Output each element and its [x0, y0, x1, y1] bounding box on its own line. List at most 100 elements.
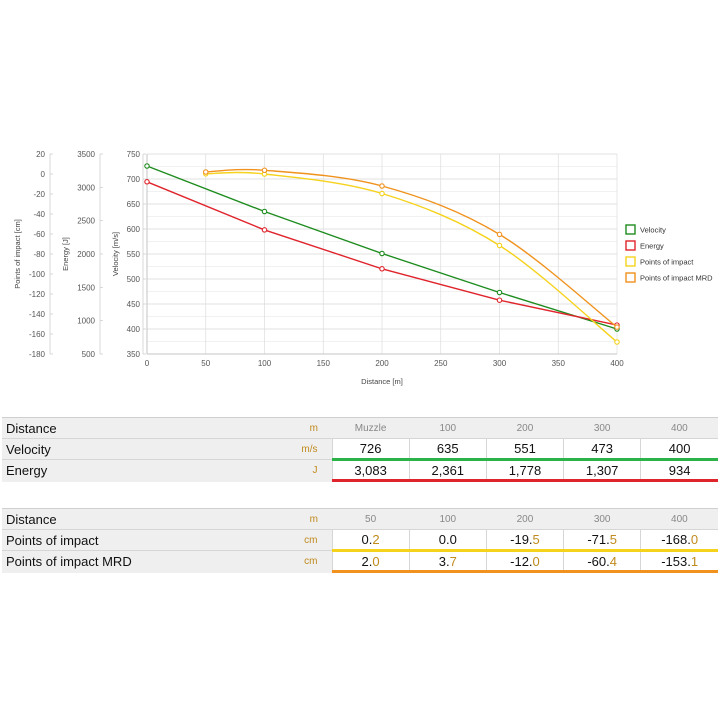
points-of-impact-legend-swatch — [625, 256, 636, 267]
chart-legend: Velocity Energy Points of impact Points of … — [625, 224, 713, 283]
table-cell: 200 — [486, 508, 564, 530]
table-row: Velocity m/s 726 635 551 473 400 — [2, 438, 718, 461]
velocity-point — [261, 208, 268, 215]
velocity-axis-label: Velocity [m/s] — [111, 232, 120, 276]
x-tick-label: 250 — [434, 359, 448, 368]
energy-point — [261, 227, 268, 233]
table-cell: 400 — [640, 417, 718, 439]
x-axis-label: Distance [m] — [361, 377, 403, 386]
table-cell: -71.5 — [563, 529, 641, 552]
row-label: Distance — [2, 508, 252, 530]
table-cell: 1,778 — [485, 459, 564, 482]
velocity-tick-label: 400 — [127, 325, 141, 334]
impact-tick-label: -40 — [33, 210, 45, 219]
row-label: Velocity — [2, 438, 252, 460]
points-of-impact-point — [614, 339, 620, 345]
table-cell: 473 — [563, 438, 641, 461]
row-label: Points of impact MRD — [2, 550, 252, 572]
table-row: Points of impact cm 0.2 0.0 -19.5 -71.5 … — [2, 529, 718, 552]
impact-tick-label: -120 — [29, 290, 46, 299]
points-of-impact-mrd-point — [203, 169, 209, 175]
table-cell: 300 — [563, 417, 641, 439]
points-of-impact-table: Distance m 50 100 200 300 400 Points of … — [2, 508, 718, 573]
points-of-impact-line — [205, 171, 618, 343]
impact-tick-label: -20 — [33, 190, 45, 199]
energy-tick-label: 500 — [82, 350, 96, 359]
x-tick-label: 300 — [493, 359, 507, 368]
impact-tick-label: -60 — [33, 230, 45, 239]
table-cell: -60.4 — [563, 550, 641, 573]
velocity-tick-label: 550 — [127, 250, 141, 259]
velocity-tick-label: 600 — [127, 225, 141, 234]
velocity-energy-table: Distance m Muzzle 100 200 300 400 Veloci… — [2, 417, 718, 482]
points-of-impact-legend-label: Points of impact — [640, 258, 694, 267]
table-cell: -19.5 — [485, 529, 564, 552]
energy-tick-label: 3000 — [77, 183, 95, 192]
points-of-impact-mrd-point — [379, 183, 385, 189]
table-cell: 400 — [640, 508, 718, 530]
table-cell: 0.2 — [331, 529, 410, 552]
velocity-tick-label: 650 — [127, 200, 141, 209]
row-label: Distance — [2, 417, 252, 439]
table-cell: 50 — [332, 508, 410, 530]
row-unit: J — [252, 459, 332, 481]
table-cell: Muzzle — [332, 417, 410, 439]
velocity-tick-label: 350 — [127, 350, 141, 359]
points-of-impact-point — [379, 190, 385, 197]
table-row: Energy J 3,083 2,361 1,778 1,307 934 — [2, 459, 718, 482]
points-of-impact-mrd-point — [496, 231, 503, 238]
velocity-legend-swatch — [625, 224, 636, 235]
velocity-point — [144, 163, 150, 169]
table-cell: 726 — [331, 438, 410, 461]
points-of-impact-mrd-legend-label: Points of impact MRD — [640, 274, 713, 283]
table-cell: 3,083 — [331, 459, 410, 482]
energy-tick-label: 1500 — [77, 283, 95, 292]
impact-tick-label: -180 — [29, 350, 46, 359]
x-tick-label: 0 — [145, 359, 150, 368]
velocity-point — [379, 250, 385, 257]
velocity-tick-label: 500 — [127, 275, 141, 284]
table-row: Distance m Muzzle 100 200 300 400 — [2, 417, 718, 439]
energy-legend-swatch — [625, 240, 636, 251]
energy-tick-label: 2500 — [77, 217, 95, 226]
table-cell: 100 — [409, 508, 487, 530]
x-tick-label: 50 — [201, 359, 210, 368]
table-cell: 100 — [409, 417, 487, 439]
table-cell: 0.0 — [408, 529, 487, 552]
velocity-tick-label: 750 — [127, 150, 141, 159]
points-of-impact-mrd-line — [205, 168, 618, 328]
row-unit: m/s — [252, 438, 332, 460]
row-label: Energy — [2, 459, 252, 481]
x-tick-label: 200 — [375, 359, 389, 368]
points-of-impact-mrd-point — [614, 324, 620, 330]
table-cell: 3.7 — [408, 550, 487, 573]
points-of-impact-mrd-point — [261, 167, 268, 174]
row-unit: cm — [252, 529, 332, 551]
energy-tick-label: 3500 — [77, 150, 95, 159]
energy-legend-label: Energy — [640, 242, 664, 251]
table-cell: -168.0 — [640, 529, 718, 552]
row-unit: cm — [252, 550, 332, 572]
impact-tick-label: 20 — [36, 150, 45, 159]
energy-point — [144, 179, 150, 185]
table-cell: -12.0 — [485, 550, 564, 573]
table-cell: -153.1 — [640, 550, 718, 573]
table-row: Distance m 50 100 200 300 400 — [2, 508, 718, 530]
table-cell: 551 — [485, 438, 564, 461]
table-cell: 1,307 — [563, 459, 641, 482]
table-cell: 200 — [486, 417, 564, 439]
energy-tick-label: 1000 — [77, 317, 95, 326]
x-tick-label: 150 — [317, 359, 331, 368]
velocity-tick-label: 450 — [127, 300, 141, 309]
row-unit: m — [252, 417, 332, 439]
table-cell: 934 — [640, 459, 718, 482]
row-label: Points of impact — [2, 529, 252, 551]
impact-axis-label: Points of impact [cm] — [13, 219, 22, 289]
impact-tick-label: -100 — [29, 270, 46, 279]
x-tick-label: 350 — [552, 359, 566, 368]
table-cell: 2.0 — [331, 550, 410, 573]
energy-point — [379, 266, 385, 272]
energy-axis-label: Energy [J] — [61, 237, 70, 271]
